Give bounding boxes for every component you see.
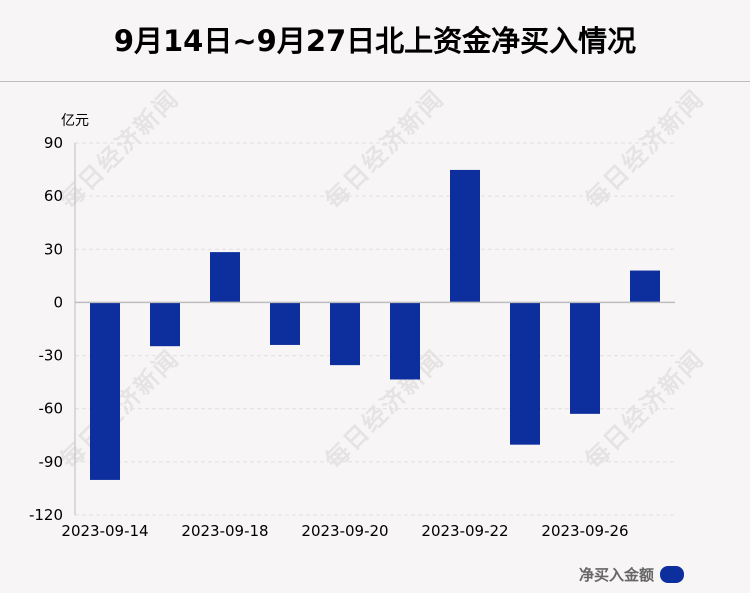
- bar-2023-09-14: [90, 302, 120, 480]
- bar-2023-09-15: [150, 302, 180, 347]
- bar-2023-09-26: [570, 302, 600, 414]
- y-tick-label: -120: [29, 506, 63, 524]
- y-tick-label: 0: [53, 293, 63, 311]
- bar-2023-09-20: [330, 302, 360, 366]
- y-tick-label: 90: [44, 134, 63, 152]
- y-tick-label: -30: [39, 347, 64, 365]
- y-tick-label: 30: [44, 240, 63, 258]
- y-tick-label: -90: [39, 453, 64, 471]
- y-tick-label: 60: [44, 187, 63, 205]
- x-tick-label: 2023-09-26: [541, 522, 628, 540]
- bar-2023-09-18: [210, 252, 240, 303]
- x-tick-label: 2023-09-14: [61, 522, 148, 540]
- bar-2023-09-27: [630, 270, 660, 303]
- bar-2023-09-19: [270, 302, 300, 345]
- legend-label: 净买入金额: [578, 566, 654, 584]
- bar-2023-09-21: [390, 302, 420, 380]
- title-divider: [0, 81, 750, 82]
- x-tick-label: 2023-09-22: [421, 522, 508, 540]
- y-tick-label: -60: [39, 400, 64, 418]
- legend-swatch: [660, 566, 684, 583]
- bar-2023-09-22: [450, 169, 480, 303]
- bar-2023-09-25: [510, 302, 540, 445]
- chart-title: 9月14日~9月27日北上资金净买入情况: [113, 24, 637, 58]
- x-tick-label: 2023-09-20: [301, 522, 388, 540]
- x-tick-label: 2023-09-18: [181, 522, 268, 540]
- y-axis-label: 亿元: [61, 113, 89, 129]
- x-axis-ticks: 2023-09-14 2023-09-18 2023-09-20 2023-09-22…: [61, 522, 628, 540]
- y-axis-ticks: 90 60 30 0 -30 -60 -90 -120: [29, 134, 63, 524]
- legend: 净买入金额: [579, 564, 684, 585]
- bars: [90, 169, 660, 480]
